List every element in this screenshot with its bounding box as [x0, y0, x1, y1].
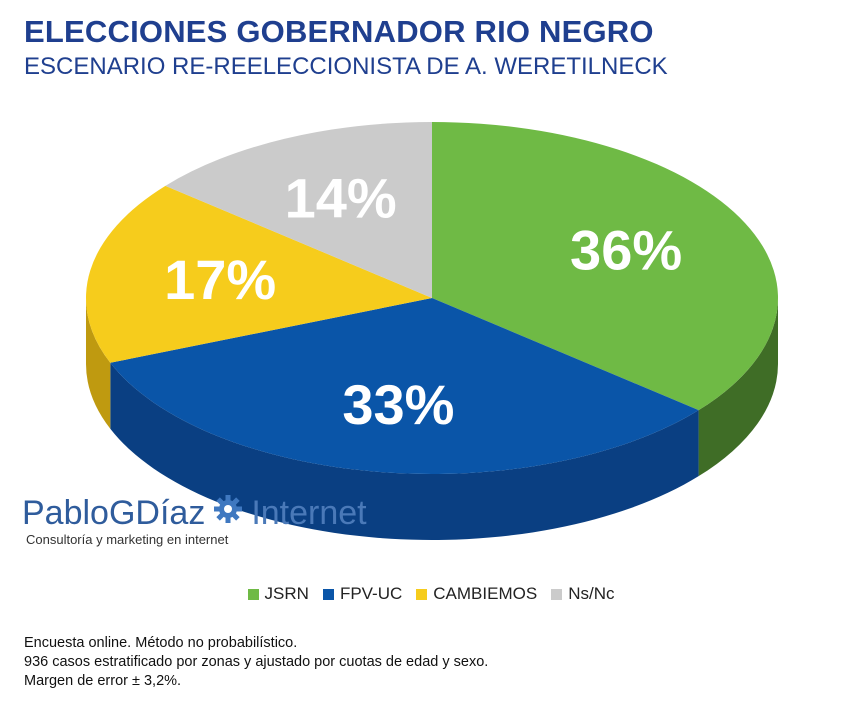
legend-item-ns-nc: Ns/Nc	[551, 584, 614, 604]
pie-slice-cambiemos	[86, 185, 432, 363]
legend-item-fpv-uc: FPV-UC	[322, 584, 403, 604]
brand-name-part1: PabloGDíaz	[22, 494, 206, 532]
data-label-fpv-uc: 33%	[342, 373, 454, 436]
pie-side-jsrn	[698, 298, 778, 477]
data-label-jsrn: 36%	[570, 219, 682, 282]
chart-legend: JSRN FPV-UC CAMBIEMOS Ns/Nc	[0, 584, 862, 604]
brand-tagline: Consultoría y marketing en internet	[26, 532, 229, 547]
chart-subtitle: ESCENARIO RE-REELECCIONISTA DE A. WERETI…	[24, 53, 668, 80]
pie-slice-ns-nc	[165, 122, 433, 298]
legend-label: FPV-UC	[339, 584, 403, 603]
pie-side-cambiemos	[86, 298, 111, 429]
legend-item-cambiemos: CAMBIEMOS	[416, 584, 537, 604]
pie-slice-fpv-uc	[110, 298, 699, 475]
pie-slice-jsrn	[432, 122, 778, 411]
legend-label: Ns/Nc	[568, 584, 615, 603]
brand-logo: PabloGDíaz Internet	[22, 494, 367, 533]
note-method: Encuesta online. Método no probabilístic…	[24, 635, 298, 651]
pie-side-fpv-uc	[110, 362, 699, 540]
pie-labels: 36% 33% 17%14%	[164, 166, 682, 436]
legend-label: JSRN	[264, 584, 309, 603]
pie-sides	[86, 298, 778, 540]
survey-notes: Encuesta online. Método no probabilístic…	[24, 634, 488, 691]
data-label-ns-nc: 14%	[285, 166, 397, 229]
legend-item-jsrn: JSRN	[247, 584, 309, 604]
legend-swatch	[551, 588, 563, 600]
gear-icon	[213, 494, 243, 533]
legend-label: CAMBIEMOS	[433, 584, 538, 603]
brand-name-part2: Internet	[251, 494, 367, 532]
note-margin: Margen de error ± 3,2%.	[24, 673, 182, 689]
chart-title: ELECCIONES GOBERNADOR RIO NEGRO	[24, 14, 654, 49]
data-label-cambiemos: 17%	[164, 248, 276, 311]
note-sample: 936 casos estratificado por zonas y ajus…	[24, 654, 489, 670]
legend-swatch	[247, 588, 259, 600]
legend-swatch	[322, 588, 334, 600]
pie-slices	[86, 122, 778, 475]
legend-swatch	[416, 588, 428, 600]
